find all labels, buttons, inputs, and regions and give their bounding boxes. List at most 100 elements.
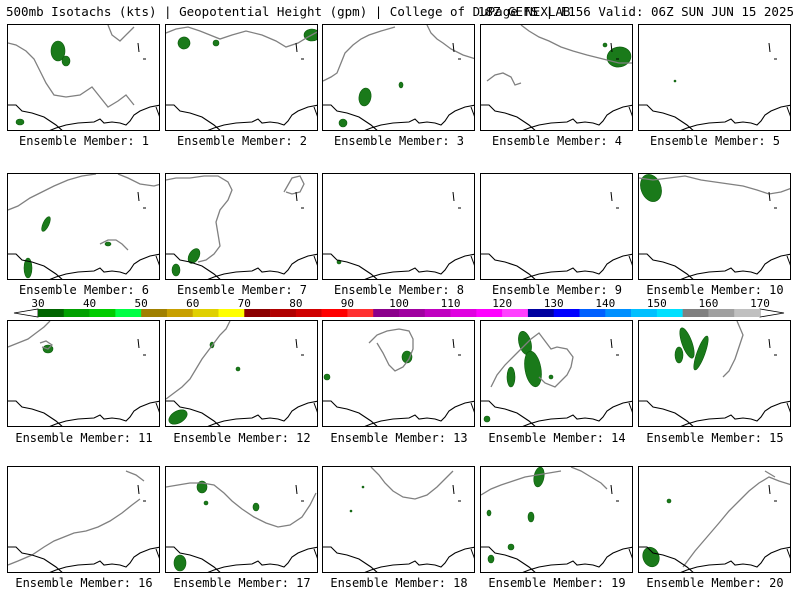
island-outline: [610, 338, 619, 356]
island-outline: [295, 191, 304, 209]
member-label: Ensemble Member: 9: [491, 283, 623, 297]
isotach-area: [15, 118, 25, 126]
coastline: [481, 104, 632, 130]
coastline: [323, 253, 474, 279]
isotach-area: [361, 485, 365, 489]
island-outline: [452, 191, 461, 209]
coastline: [481, 253, 632, 279]
member-label: Ensemble Member: 7: [176, 283, 308, 297]
member-map: [639, 174, 790, 279]
florida-coast: [313, 106, 317, 117]
coastline: [8, 546, 159, 572]
colorbar-tick-label: 40: [83, 297, 96, 310]
height-contour: [481, 467, 608, 496]
colorbar-swatch: [373, 309, 400, 317]
ensemble-member-panel-20: [638, 466, 791, 573]
ensemble-member-panel-12: [165, 320, 318, 427]
height-contour: [166, 321, 231, 400]
island-outline: [137, 338, 146, 356]
colorbar-tick-label: 100: [389, 297, 409, 310]
colorbar-tick-label: 130: [544, 297, 564, 310]
member-map: [166, 26, 317, 130]
ensemble-member-panel-10: [638, 173, 791, 280]
colorbar-swatch: [708, 309, 735, 317]
isotach-area: [212, 39, 220, 47]
isotach-area: [486, 509, 492, 517]
isotach-area: [171, 263, 181, 277]
member-map: [166, 321, 317, 426]
florida-coast: [313, 402, 317, 413]
member-label: Ensemble Member: 11: [15, 431, 153, 445]
island-outline: [768, 338, 777, 356]
florida-coast: [786, 106, 790, 117]
height-contour: [722, 321, 744, 378]
member-map: [166, 175, 317, 279]
florida-coast: [470, 106, 474, 117]
colorbar-swatch: [218, 309, 245, 317]
colorbar-tick-label: 50: [135, 297, 148, 310]
member-label: Ensemble Member: 2: [176, 134, 308, 148]
member-map: [639, 42, 790, 130]
isotach-area: [50, 40, 66, 62]
member-map: [323, 191, 474, 279]
isotach-area: [524, 350, 542, 388]
colorbar-swatch: [347, 309, 374, 317]
ensemble-member-panel-5: [638, 24, 791, 131]
height-contour: [370, 467, 454, 500]
isotach-area: [203, 500, 209, 506]
colorbar-tick-label: 150: [647, 297, 667, 310]
isotach-area: [338, 118, 348, 128]
isotach-area: [401, 350, 413, 364]
member-map: [8, 25, 159, 130]
colorbar-tick-label: 90: [341, 297, 354, 310]
member-label: Ensemble Member: 18: [330, 576, 468, 590]
florida-coast: [470, 548, 474, 559]
member-label: Ensemble Member: 3: [333, 134, 465, 148]
colorbar-left-arrow: [13, 308, 39, 318]
ensemble-member-panel-16: [7, 466, 160, 573]
model-run-info: 18Z GEFS | F156 Valid: 06Z SUN JUN 15 20…: [477, 4, 794, 19]
isotach-area: [483, 415, 491, 423]
height-contour: [368, 328, 414, 372]
isotach-area: [61, 55, 71, 67]
member-label: Ensemble Member: 1: [18, 134, 150, 148]
colorbar-swatch: [270, 309, 297, 317]
coastline: [8, 104, 159, 130]
coastline: [166, 253, 317, 279]
island-outline: [295, 484, 304, 502]
colorbar-swatch: [682, 309, 709, 317]
map-title: 500mb Isotachs (kts) | Geopotential Heig…: [6, 4, 571, 19]
isotach-area: [674, 346, 684, 364]
member-label: Ensemble Member: 13: [330, 431, 468, 445]
member-label: Ensemble Member: 4: [491, 134, 623, 148]
isotach-area: [173, 554, 187, 572]
isotach-area: [177, 36, 191, 50]
colorbar-swatch: [553, 309, 580, 317]
florida-coast: [313, 255, 317, 266]
colorbar-swatch: [166, 309, 194, 317]
height-contour: [166, 482, 317, 528]
colorbar-swatch: [244, 309, 271, 317]
isotach-area: [602, 42, 608, 48]
isotach-area: [507, 543, 515, 551]
island-outline: [137, 484, 146, 502]
colorbar-swatch: [321, 309, 348, 317]
isotach-area: [506, 366, 516, 388]
member-label: Ensemble Member: 17: [173, 576, 311, 590]
member-map: [8, 470, 159, 572]
colorbar-swatch: [579, 309, 606, 317]
colorbar-swatch: [734, 309, 761, 317]
ensemble-member-panel-2: [165, 24, 318, 131]
isotach-area: [666, 498, 672, 504]
island-outline: [768, 484, 777, 502]
coastline: [8, 253, 159, 279]
isotach-area: [487, 554, 495, 564]
colorbar-tick-label: 30: [31, 297, 44, 310]
isotach-area: [679, 327, 695, 359]
coastline: [639, 104, 790, 130]
colorbar-swatch: [38, 309, 65, 317]
colorbar-swatch: [295, 309, 322, 317]
colorbar-swatch: [424, 309, 451, 317]
isotach-area: [104, 241, 112, 247]
isotach-area: [358, 87, 372, 107]
